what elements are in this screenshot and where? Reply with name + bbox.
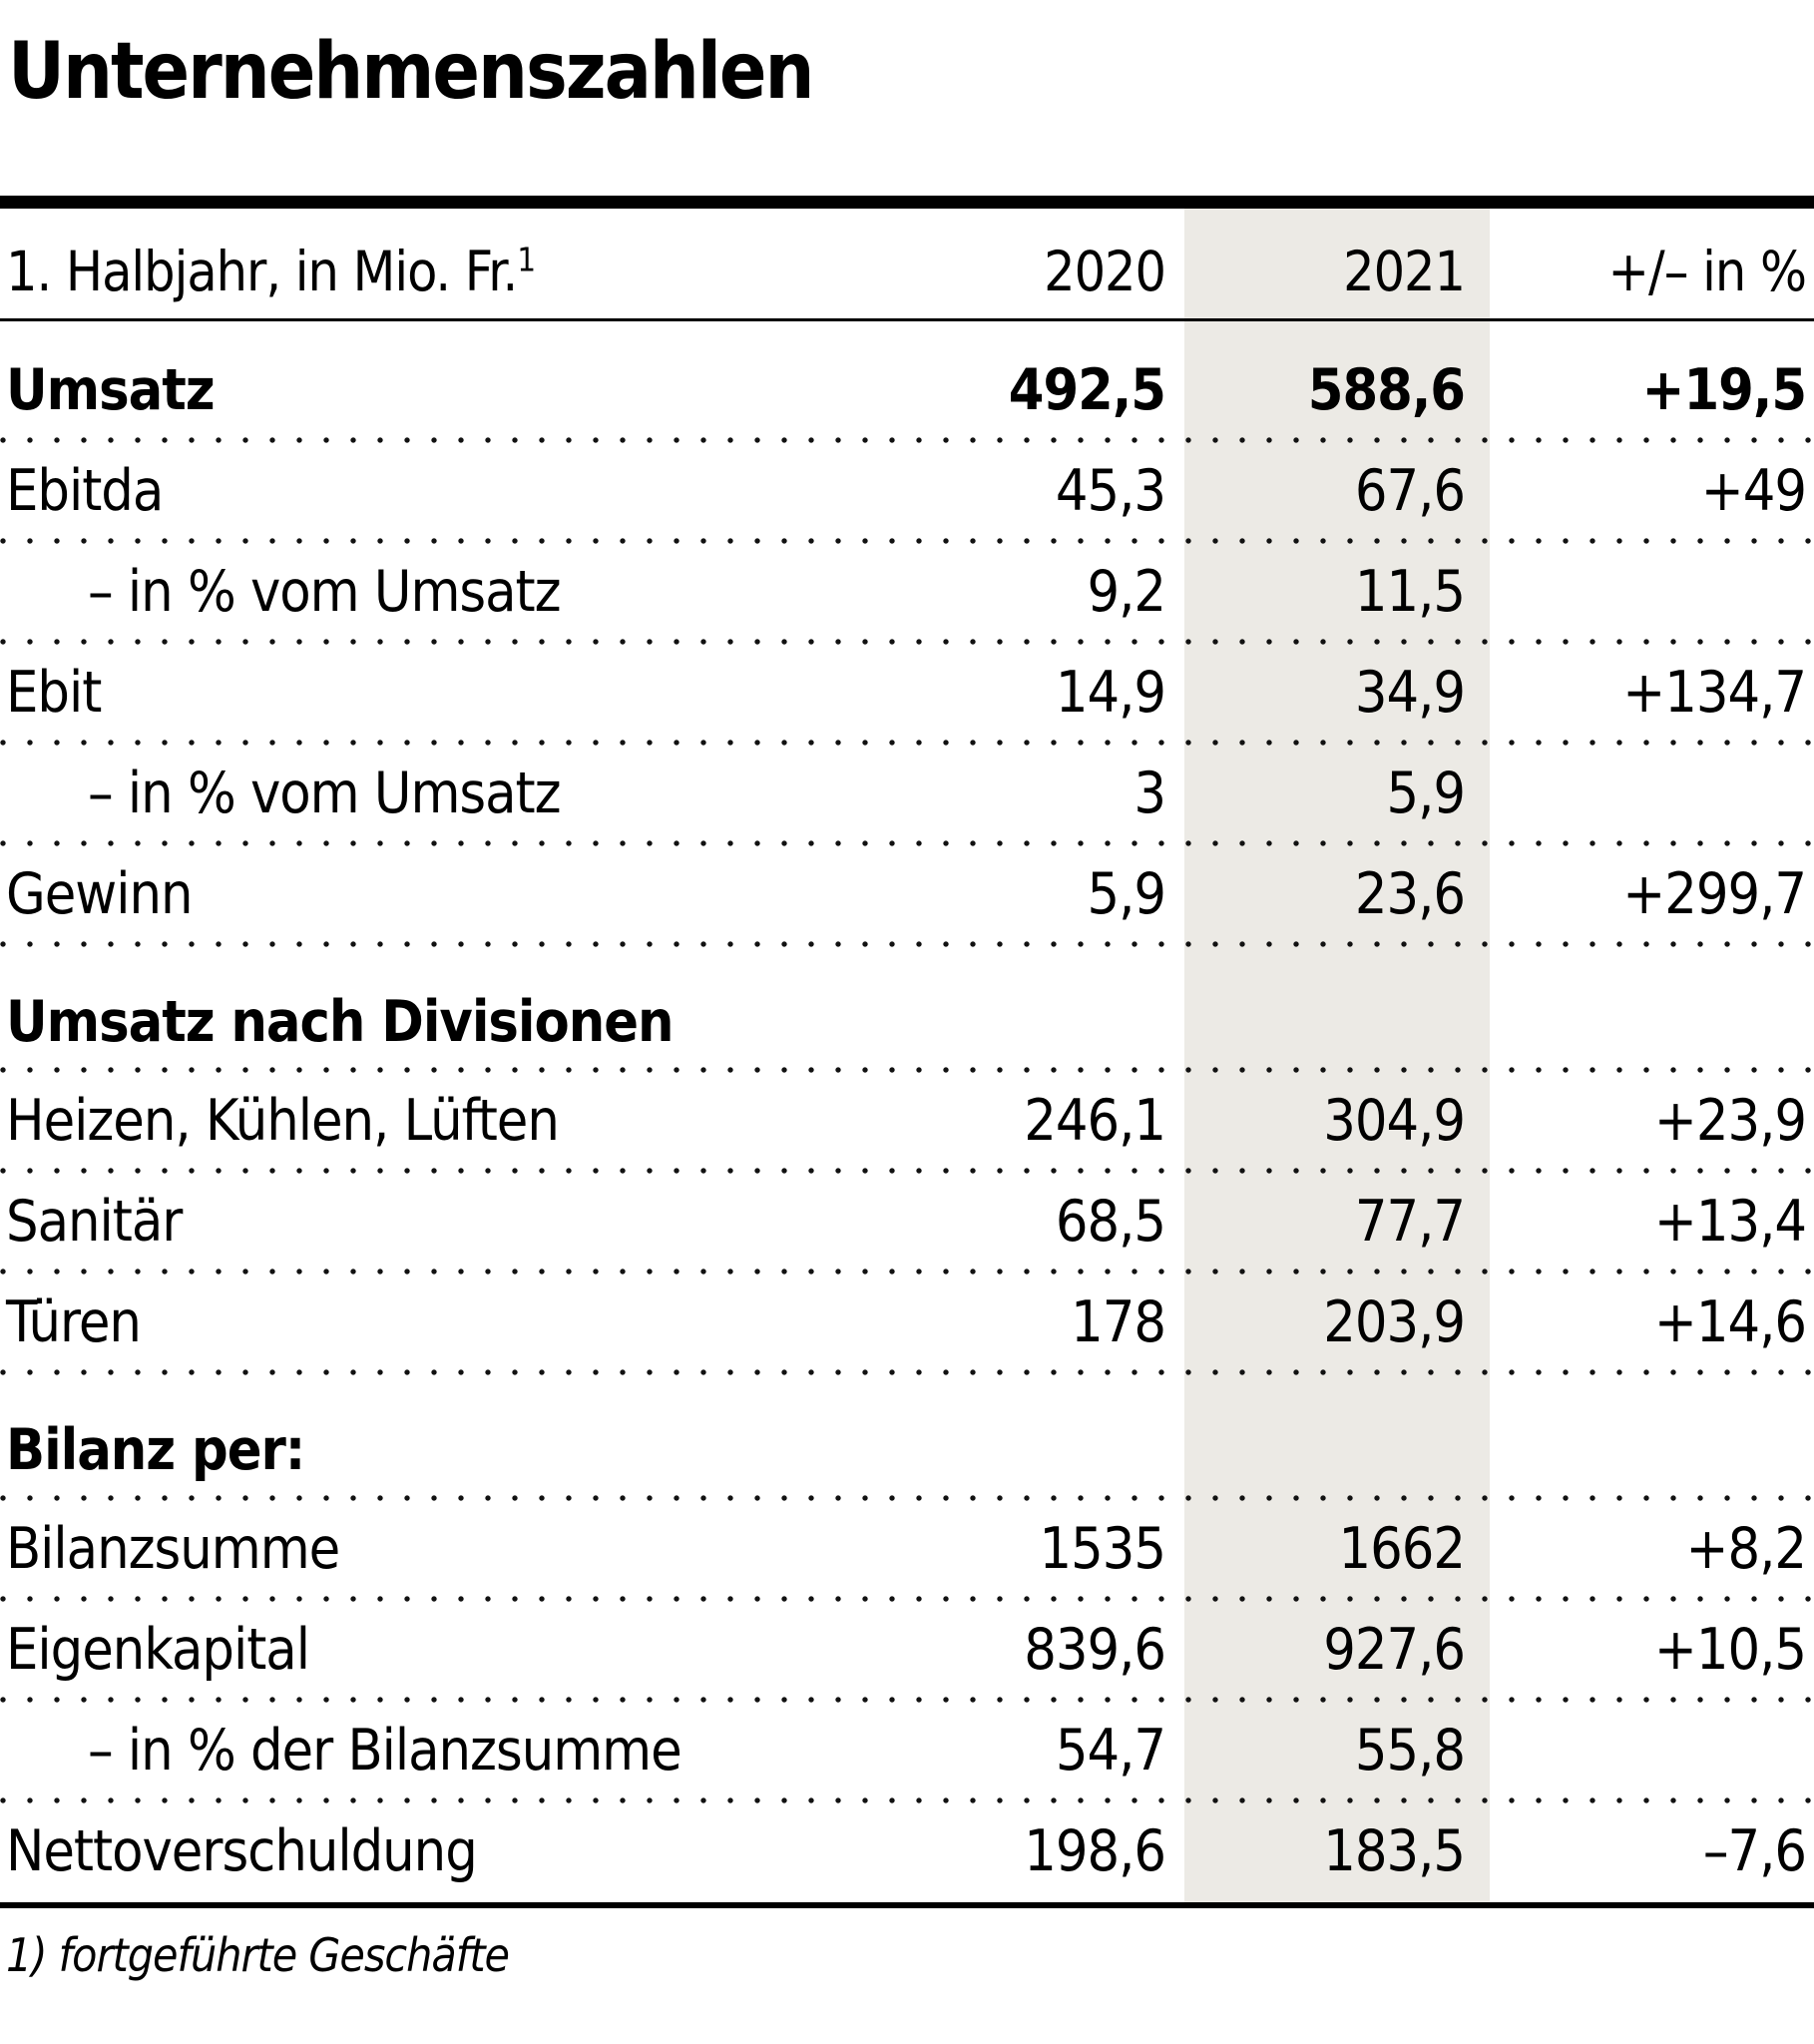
row-label: Umsatz xyxy=(6,357,216,424)
row-label: – in % der Bilanzsumme xyxy=(88,1717,682,1784)
value-change: +19,5 xyxy=(1641,357,1807,424)
table-row: Gewinn 5,9 23,6 +299,7 xyxy=(0,843,1814,947)
value-change: +8,2 xyxy=(1685,1515,1807,1582)
table-row: Bilanzsumme 1535 1662 +8,2 xyxy=(0,1498,1814,1602)
value-change: +23,9 xyxy=(1653,1087,1807,1154)
header-col-2021: 2021 xyxy=(1343,239,1466,303)
table-row: Eigenkapital 839,6 927,6 +10,5 xyxy=(0,1599,1814,1703)
value-2020: 839,6 xyxy=(1024,1616,1166,1683)
bottom-rule-divider xyxy=(0,1902,1814,1908)
value-2021: 183,5 xyxy=(1323,1817,1466,1884)
table-header-row: 1. Halbjahr, in Mio. Fr.1 2020 2021 +/– … xyxy=(0,209,1814,321)
value-2021: 34,9 xyxy=(1354,659,1466,726)
header-col-2020: 2020 xyxy=(1044,239,1166,303)
value-2021: 1662 xyxy=(1338,1515,1466,1582)
table-row: Sanitär 68,5 77,7 +13,4 xyxy=(0,1171,1814,1275)
table-row: Ebit 14,9 34,9 +134,7 xyxy=(0,642,1814,746)
value-change: +49 xyxy=(1700,457,1807,524)
value-2021: 67,6 xyxy=(1354,457,1466,524)
table-row: Türen 178 203,9 +14,6 xyxy=(0,1272,1814,1375)
value-2021: 588,6 xyxy=(1307,357,1466,424)
table-row: Heizen, Kühlen, Lüften 246,1 304,9 +23,9 xyxy=(0,1070,1814,1174)
value-2020: 14,9 xyxy=(1055,659,1166,726)
row-label: Bilanzsumme xyxy=(6,1515,340,1582)
top-rule-divider xyxy=(0,196,1814,209)
value-change: +299,7 xyxy=(1622,860,1807,927)
row-label: Sanitär xyxy=(6,1188,183,1255)
highlight-band-2021 xyxy=(1184,209,1490,1902)
table-row: Nettoverschuldung 198,6 183,5 –7,6 xyxy=(0,1800,1814,1901)
table-row: – in % vom Umsatz 3 5,9 xyxy=(0,743,1814,846)
value-2020: 1535 xyxy=(1039,1515,1166,1582)
value-2021: 927,6 xyxy=(1323,1616,1466,1683)
table-rows: Umsatz 492,5 588,6 +19,5 Ebitda 45,3 67,… xyxy=(0,321,1814,1901)
value-2020: 198,6 xyxy=(1024,1817,1166,1884)
value-2021: 11,5 xyxy=(1354,558,1466,625)
value-2021: 77,7 xyxy=(1354,1188,1466,1255)
value-change: +10,5 xyxy=(1653,1616,1807,1683)
header-col-change: +/– in % xyxy=(1607,239,1807,303)
value-change: +14,6 xyxy=(1653,1288,1807,1355)
row-label: Gewinn xyxy=(6,860,194,927)
value-2021: 304,9 xyxy=(1323,1087,1466,1154)
page-title: Unternehmenszahlen xyxy=(8,27,814,117)
footnote-marker: 1 xyxy=(517,240,536,279)
value-2020: 5,9 xyxy=(1087,860,1166,927)
table-row: Umsatz nach Divisionen xyxy=(0,944,1814,1073)
value-2020: 68,5 xyxy=(1055,1188,1166,1255)
table-row: – in % der Bilanzsumme 54,7 55,8 xyxy=(0,1700,1814,1803)
value-change: +13,4 xyxy=(1653,1188,1807,1255)
value-change: +134,7 xyxy=(1622,659,1807,726)
value-2021: 5,9 xyxy=(1386,760,1466,826)
value-change: –7,6 xyxy=(1702,1817,1807,1884)
value-2020: 54,7 xyxy=(1055,1717,1166,1784)
row-label: Ebit xyxy=(6,659,102,726)
row-label: Bilanz per: xyxy=(6,1417,305,1484)
company-figures-table: 1. Halbjahr, in Mio. Fr.1 2020 2021 +/– … xyxy=(0,209,1814,1902)
value-2020: 45,3 xyxy=(1055,457,1166,524)
row-label: – in % vom Umsatz xyxy=(88,558,562,625)
row-label: Türen xyxy=(6,1288,142,1355)
value-2021: 203,9 xyxy=(1323,1288,1466,1355)
value-2021: 55,8 xyxy=(1354,1717,1466,1784)
row-label: Ebitda xyxy=(6,457,164,524)
row-label: Heizen, Kühlen, Lüften xyxy=(6,1087,560,1154)
table-row: Ebitda 45,3 67,6 +49 xyxy=(0,440,1814,544)
value-2020: 492,5 xyxy=(1008,357,1166,424)
row-label: Umsatz nach Divisionen xyxy=(6,989,675,1056)
table-row: Umsatz 492,5 588,6 +19,5 xyxy=(0,321,1814,443)
table-row: Bilanz per: xyxy=(0,1372,1814,1501)
value-2020: 246,1 xyxy=(1024,1087,1166,1154)
footnote: 1) fortgeführte Geschäfte xyxy=(6,1928,510,1982)
table-row: – in % vom Umsatz 9,2 11,5 xyxy=(0,541,1814,645)
value-2020: 178 xyxy=(1071,1288,1166,1355)
value-2020: 3 xyxy=(1134,760,1166,826)
header-unit-label: 1. Halbjahr, in Mio. Fr.1 xyxy=(6,239,536,303)
value-2020: 9,2 xyxy=(1087,558,1166,625)
row-label: Nettoverschuldung xyxy=(6,1817,478,1884)
value-2021: 23,6 xyxy=(1354,860,1466,927)
row-label: – in % vom Umsatz xyxy=(88,760,562,826)
row-label: Eigenkapital xyxy=(6,1616,310,1683)
